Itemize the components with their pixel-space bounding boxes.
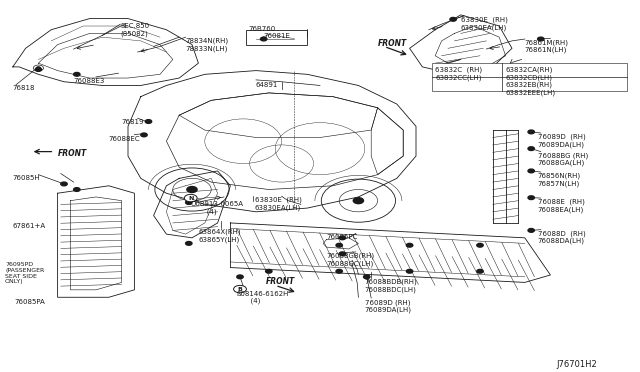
Text: 76089D  (RH)
76089DA(LH): 76089D (RH) 76089DA(LH) bbox=[538, 134, 586, 148]
Text: 78834N(RH)
78833N(LH): 78834N(RH) 78833N(LH) bbox=[186, 38, 228, 52]
Circle shape bbox=[477, 269, 483, 273]
Text: 76088BDB(RH)
76088BDC(LH): 76088BDB(RH) 76088BDC(LH) bbox=[365, 279, 417, 293]
Text: 76088D  (RH)
76088DA(LH): 76088D (RH) 76088DA(LH) bbox=[538, 230, 586, 244]
Text: N: N bbox=[188, 196, 193, 201]
Text: 76081E: 76081E bbox=[264, 33, 291, 39]
Text: 76085PC: 76085PC bbox=[326, 234, 358, 240]
Text: 76089D (RH)
76089DA(LH): 76089D (RH) 76089DA(LH) bbox=[365, 299, 412, 313]
Text: 63830E  (RH)
63830EA(LH): 63830E (RH) 63830EA(LH) bbox=[461, 17, 508, 31]
Circle shape bbox=[266, 269, 272, 273]
Text: FRONT: FRONT bbox=[266, 277, 295, 286]
Text: 76861M(RH)
76861N(LH): 76861M(RH) 76861N(LH) bbox=[525, 39, 569, 53]
Circle shape bbox=[74, 187, 80, 191]
Text: 76088GB(RH)
76088GC(LH): 76088GB(RH) 76088GC(LH) bbox=[326, 253, 374, 267]
FancyBboxPatch shape bbox=[432, 63, 627, 91]
Circle shape bbox=[450, 17, 456, 21]
Circle shape bbox=[33, 65, 44, 71]
Text: J76701H2: J76701H2 bbox=[557, 360, 598, 369]
Text: 64891: 64891 bbox=[256, 82, 278, 88]
Circle shape bbox=[336, 269, 342, 273]
FancyBboxPatch shape bbox=[246, 31, 307, 45]
Circle shape bbox=[74, 73, 80, 76]
Text: B: B bbox=[237, 286, 243, 292]
Text: 76856N(RH)
76857N(LH): 76856N(RH) 76857N(LH) bbox=[538, 173, 580, 187]
Text: SEC.850
(85082): SEC.850 (85082) bbox=[120, 23, 150, 36]
Circle shape bbox=[36, 67, 40, 69]
Circle shape bbox=[406, 243, 413, 247]
Text: FRONT: FRONT bbox=[378, 39, 407, 48]
Circle shape bbox=[186, 241, 192, 245]
Text: 63864X(RH)
63865Y(LH): 63864X(RH) 63865Y(LH) bbox=[198, 228, 241, 243]
Circle shape bbox=[141, 133, 147, 137]
Circle shape bbox=[477, 243, 483, 247]
Text: 63830E  (RH)
63830EA(LH): 63830E (RH) 63830EA(LH) bbox=[255, 197, 301, 211]
Circle shape bbox=[406, 269, 413, 273]
Circle shape bbox=[336, 243, 342, 247]
Text: ß08146-6162H
      (4): ß08146-6162H (4) bbox=[237, 291, 289, 304]
Circle shape bbox=[234, 285, 246, 293]
Text: FRONT: FRONT bbox=[58, 148, 87, 158]
Circle shape bbox=[260, 37, 267, 41]
Text: 76818: 76818 bbox=[13, 86, 35, 92]
Circle shape bbox=[528, 196, 534, 199]
Text: 76088BG (RH)
76088GA(LH): 76088BG (RH) 76088GA(LH) bbox=[538, 153, 588, 166]
Text: 76088EC: 76088EC bbox=[109, 136, 140, 142]
Circle shape bbox=[61, 182, 67, 186]
Circle shape bbox=[528, 169, 534, 173]
Circle shape bbox=[528, 228, 534, 232]
Circle shape bbox=[237, 275, 243, 279]
Text: 63832CA(RH)
63832CD(LH): 63832CA(RH) 63832CD(LH) bbox=[506, 67, 553, 81]
Text: 67861+A: 67861+A bbox=[13, 223, 46, 229]
Text: 76B760: 76B760 bbox=[248, 26, 276, 32]
Text: 76819: 76819 bbox=[122, 119, 144, 125]
Text: 76088E  (RH)
76088EA(LH): 76088E (RH) 76088EA(LH) bbox=[538, 199, 584, 213]
Circle shape bbox=[186, 201, 192, 204]
Text: 63832EB(RH)
63832EEE(LH): 63832EB(RH) 63832EEE(LH) bbox=[506, 82, 556, 96]
Text: 76095PD
(PASSENGER
SEAT SIDE
ONLY): 76095PD (PASSENGER SEAT SIDE ONLY) bbox=[5, 262, 44, 284]
Text: 63832C  (RH)
63832CC(LH): 63832C (RH) 63832CC(LH) bbox=[435, 67, 483, 81]
Text: 76088E3: 76088E3 bbox=[74, 78, 105, 84]
Circle shape bbox=[184, 194, 197, 202]
Text: 76085PA: 76085PA bbox=[14, 299, 45, 305]
Circle shape bbox=[339, 236, 346, 240]
Circle shape bbox=[538, 37, 544, 41]
Text: Õ08913-6065A
       (4): Õ08913-6065A (4) bbox=[191, 201, 244, 215]
Circle shape bbox=[339, 252, 346, 256]
Circle shape bbox=[145, 120, 152, 124]
Circle shape bbox=[35, 68, 42, 71]
Text: 76085H: 76085H bbox=[13, 174, 40, 181]
Circle shape bbox=[364, 275, 370, 279]
Circle shape bbox=[528, 147, 534, 151]
Circle shape bbox=[187, 186, 197, 192]
Circle shape bbox=[353, 198, 364, 203]
Circle shape bbox=[528, 130, 534, 134]
